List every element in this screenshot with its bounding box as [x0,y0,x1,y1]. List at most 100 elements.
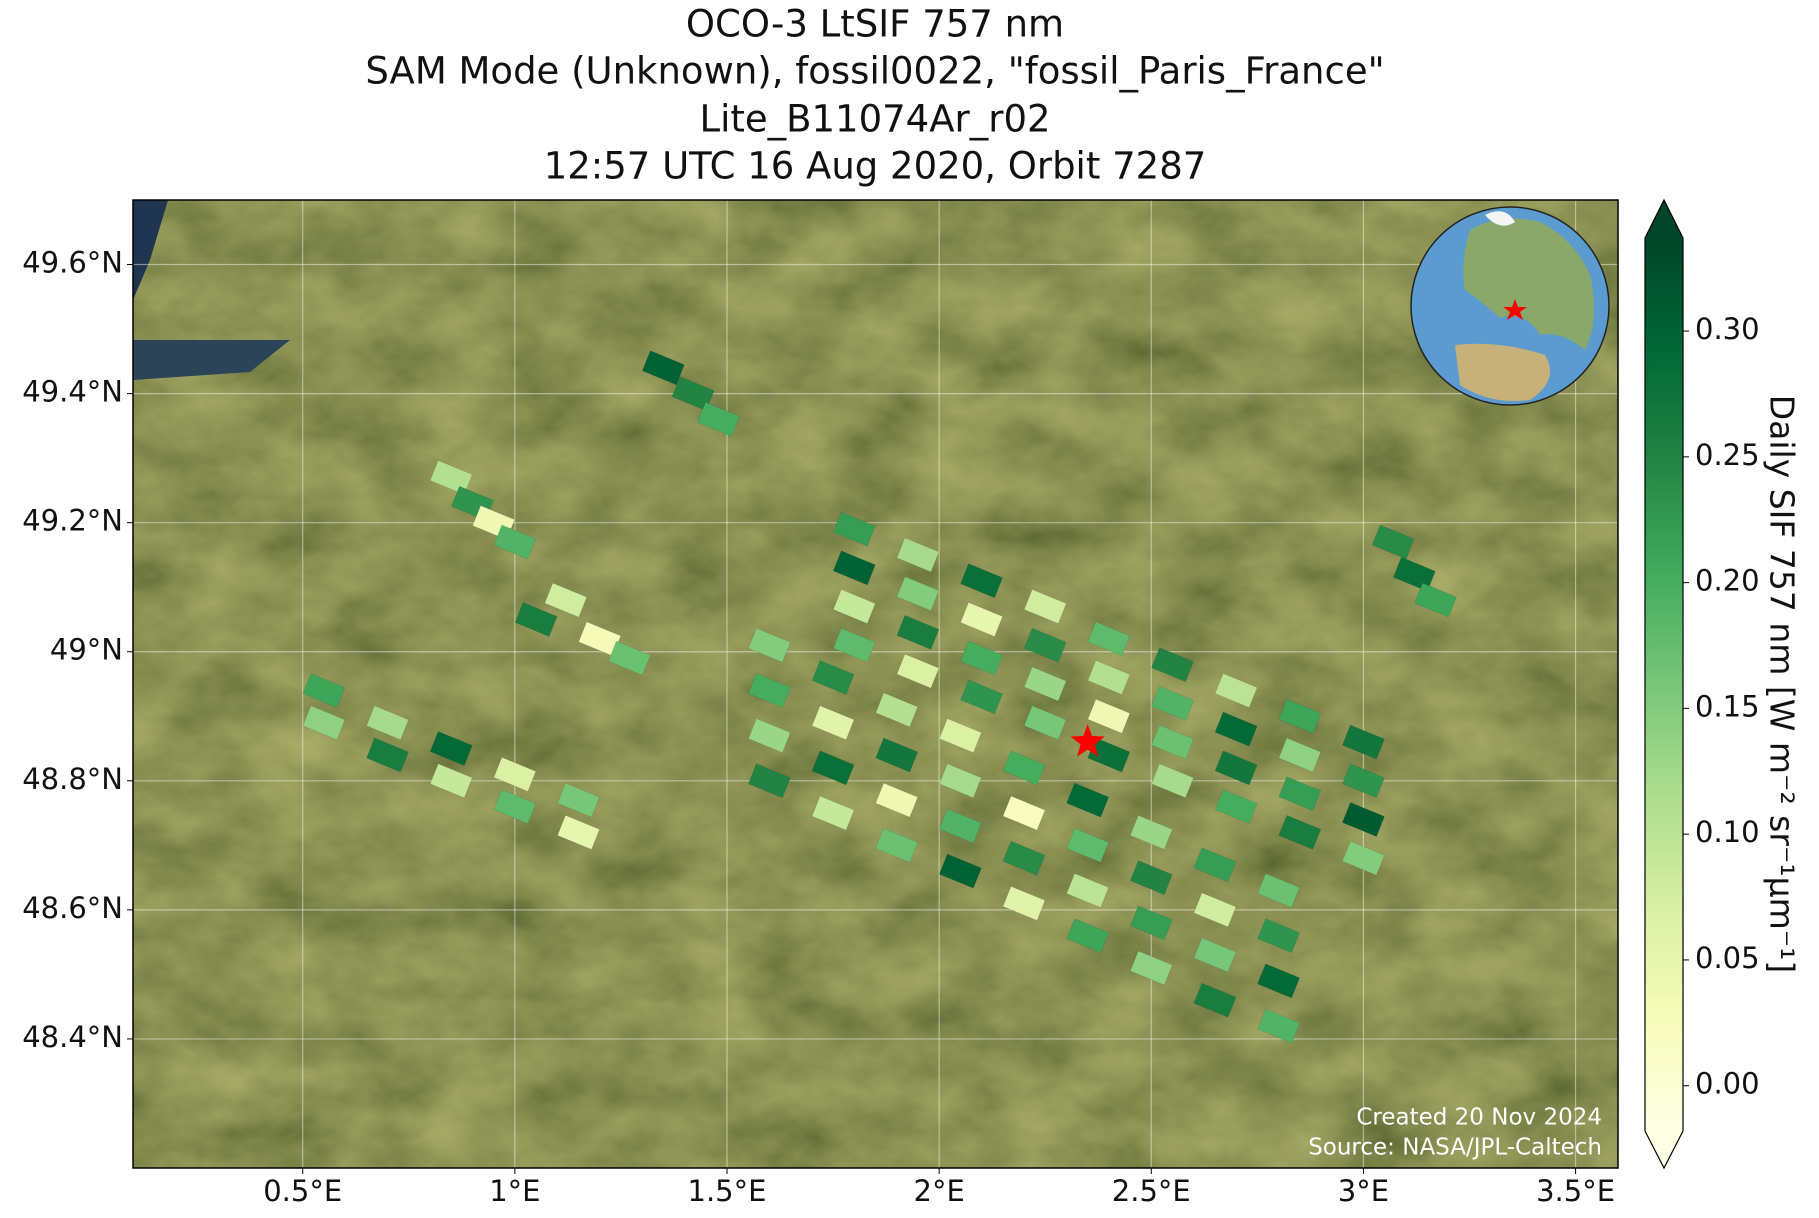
sounding [1151,763,1194,799]
y-tick-label: 49.4°N [22,375,123,409]
sounding [366,737,409,773]
sounding [875,828,919,863]
sounding [1371,524,1415,560]
sounding [1193,937,1237,973]
sounding [1023,627,1067,663]
sounding [1214,673,1258,708]
sounding [1002,840,1046,876]
sounding [939,808,982,844]
title-line: OCO-3 LtSIF 757 nm [686,3,1064,46]
globe-inset [1410,206,1610,406]
colorbar-body [1645,238,1683,1131]
sounding [1129,950,1173,986]
sounding [960,679,1003,715]
sounding [1414,582,1457,618]
globe-marker [1503,299,1527,320]
title-line: Lite_B11074Ar_r02 [699,98,1050,141]
colorbar-tick-label: 0.15 [1695,689,1760,723]
title-line: SAM Mode (Unknown), fossil0022, "fossil_… [365,50,1384,93]
sounding [366,705,409,741]
colorbar-extend-min [1645,1131,1683,1168]
sounding [493,789,537,824]
sounding [896,537,940,573]
sounding [1151,686,1194,721]
sounding [748,673,791,708]
sounding [493,524,537,560]
sounding [1342,840,1385,876]
sounding [1129,815,1173,850]
sounding [960,602,1003,637]
sounding [493,757,537,792]
y-tick-label: 48.6°N [22,891,123,925]
sounding [939,763,982,799]
sea [133,200,168,300]
land [1463,218,1594,350]
sounding [1129,860,1173,895]
sounding [1342,724,1385,760]
annotation: Created 20 Nov 2024 [1356,1105,1602,1131]
sounding [1066,873,1109,908]
y-tick-label: 49°N [50,633,123,667]
sounding [939,853,982,889]
y-tick-label: 49.6°N [22,246,123,280]
colorbar-tick-label: 0.20 [1695,564,1760,598]
x-tick-label: 0.5°E [263,1174,342,1208]
sounding [1278,737,1322,773]
estuary [133,340,290,380]
sounding [748,763,791,799]
sounding [642,350,685,386]
colorbar-tick-label: 0.00 [1695,1067,1760,1101]
sounding [1066,782,1109,818]
sounding [1023,666,1067,702]
sounding [896,576,940,611]
colorbar-tick-label: 0.10 [1695,815,1760,849]
sounding [429,763,473,799]
colorbar-label: Daily SIF 757 nm [W m⁻² sr⁻¹µm⁻¹] [1763,395,1802,974]
x-tick-label: 2°E [914,1174,965,1208]
sounding [1214,750,1258,786]
sounding [1023,589,1067,624]
sounding [1066,918,1109,954]
sounding [832,550,876,586]
land [1455,343,1550,401]
sounding [960,563,1003,599]
sounding [1129,905,1173,941]
sounding [1342,802,1385,837]
grid [133,200,1618,1168]
x-tick-label: 3°E [1338,1174,1389,1208]
soundings [302,350,1457,1044]
sounding [748,627,791,663]
map-area: Created 20 Nov 2024 Source: NASA/JPL-Cal… [133,200,1618,1168]
sounding [1066,828,1109,863]
y-tick-label: 48.8°N [22,762,123,796]
sounding [608,640,651,676]
sounding [875,737,919,773]
sounding [1278,815,1322,850]
sounding [811,705,855,741]
sounding [1151,724,1194,760]
colorbar: 0.00 0.05 0.10 0.15 0.20 0.25 0.30 [1644,198,1760,1170]
x-tick-label: 2.5°E [1112,1174,1191,1208]
x-tick-label: 1°E [489,1174,540,1208]
sounding [1193,847,1237,883]
sounding [832,511,876,547]
sounding [1193,982,1237,1018]
sounding [1257,918,1300,954]
map-frame [132,199,1619,1169]
sounding [1087,621,1131,657]
sounding [1257,963,1300,999]
sounding [939,718,982,753]
colorbar-extend-max [1645,200,1683,238]
sounding [896,653,940,689]
colorbar-tick-label: 0.05 [1695,941,1760,975]
sounding [557,782,600,818]
sounding [1002,750,1046,786]
sounding [1002,886,1046,921]
title-line: 12:57 UTC 16 Aug 2020, Orbit 7287 [544,145,1207,188]
sounding [896,615,940,650]
sounding [1214,789,1258,824]
sounding [1087,698,1131,734]
sounding [429,731,473,766]
sounding [544,582,588,618]
